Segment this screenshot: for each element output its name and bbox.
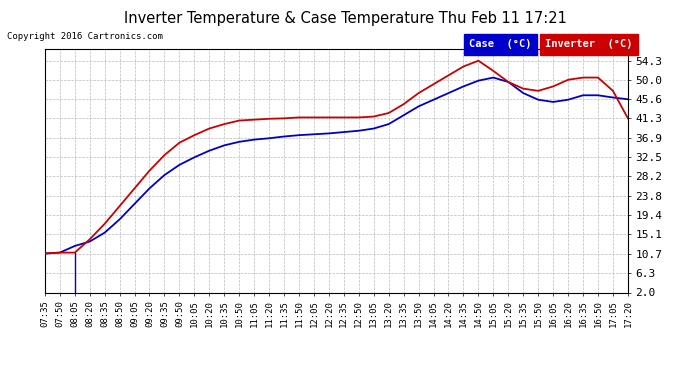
Text: Copyright 2016 Cartronics.com: Copyright 2016 Cartronics.com — [7, 32, 163, 41]
Text: Inverter Temperature & Case Temperature Thu Feb 11 17:21: Inverter Temperature & Case Temperature … — [124, 11, 566, 26]
Text: Inverter  (°C): Inverter (°C) — [545, 39, 633, 50]
Text: Case  (°C): Case (°C) — [469, 39, 532, 50]
